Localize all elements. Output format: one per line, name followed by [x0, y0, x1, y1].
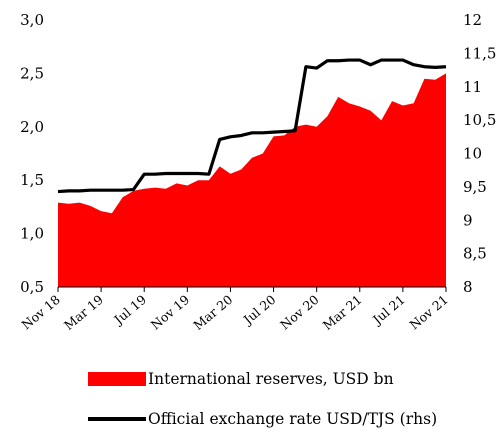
right-axis-tick-label: 10 — [463, 145, 482, 163]
right-axis-ticks: 8 8,5 9 9,5 10 10,5 11 11,5 12 — [463, 11, 496, 296]
right-axis-tick-label: 12 — [463, 11, 482, 29]
right-axis-tick-label: 11 — [463, 78, 482, 96]
x-axis-tick-label: Mar 19 — [61, 292, 106, 333]
left-axis-tick-label: 2,0 — [20, 118, 44, 136]
right-axis-tick-label: 10,5 — [463, 111, 496, 129]
left-axis-tick-label: 2,5 — [20, 64, 44, 82]
x-axis-tick-label: Nov 20 — [277, 292, 321, 333]
x-axis-tick-label: Jul 19 — [110, 292, 150, 329]
left-axis-tick-label: 1,5 — [20, 171, 44, 189]
legend-swatch-exchange-rate — [88, 417, 146, 421]
reserves-area-series — [58, 73, 446, 288]
legend-item-reserves: International reserves, USD bn — [88, 366, 488, 392]
x-axis-tick-label: Nov 21 — [407, 292, 451, 333]
legend: International reserves, USD bn Official … — [88, 366, 488, 446]
legend-item-exchange-rate: Official exchange rate USD/TJS (rhs) — [88, 406, 488, 432]
legend-swatch-reserves — [88, 372, 146, 386]
left-axis-tick-label: 0,5 — [20, 278, 44, 296]
left-axis-tick-label: 3,0 — [20, 11, 44, 29]
legend-label-reserves: International reserves, USD bn — [148, 370, 394, 388]
x-axis-tick-label: Jul 20 — [239, 292, 279, 329]
right-axis-tick-label: 8 — [463, 278, 473, 296]
x-axis-tick-label: Nov 18 — [19, 292, 63, 333]
left-axis-ticks: 0,5 1,0 1,5 2,0 2,5 3,0 — [20, 11, 44, 296]
x-axis-tick-label: Nov 19 — [148, 292, 192, 333]
left-axis-tick-label: 1,0 — [20, 225, 44, 243]
exchange-rate-line-series — [57, 58, 447, 194]
right-axis-tick-label: 9,5 — [463, 178, 487, 196]
right-axis-tick-label: 11,5 — [463, 44, 496, 62]
x-axis-tick-label: Mar 20 — [190, 292, 235, 333]
right-axis-tick-label: 8,5 — [463, 245, 487, 263]
x-axis-tick-label: Mar 21 — [320, 292, 365, 333]
chart-canvas: 0,5 1,0 1,5 2,0 2,5 3,0 8 8,5 9 9,5 10 10,5 11 11,5 1… — [19, 11, 497, 333]
right-axis-tick-label: 9 — [463, 211, 473, 229]
legend-label-exchange-rate: Official exchange rate USD/TJS (rhs) — [148, 410, 438, 428]
x-axis-tick-label: Jul 21 — [368, 292, 407, 329]
